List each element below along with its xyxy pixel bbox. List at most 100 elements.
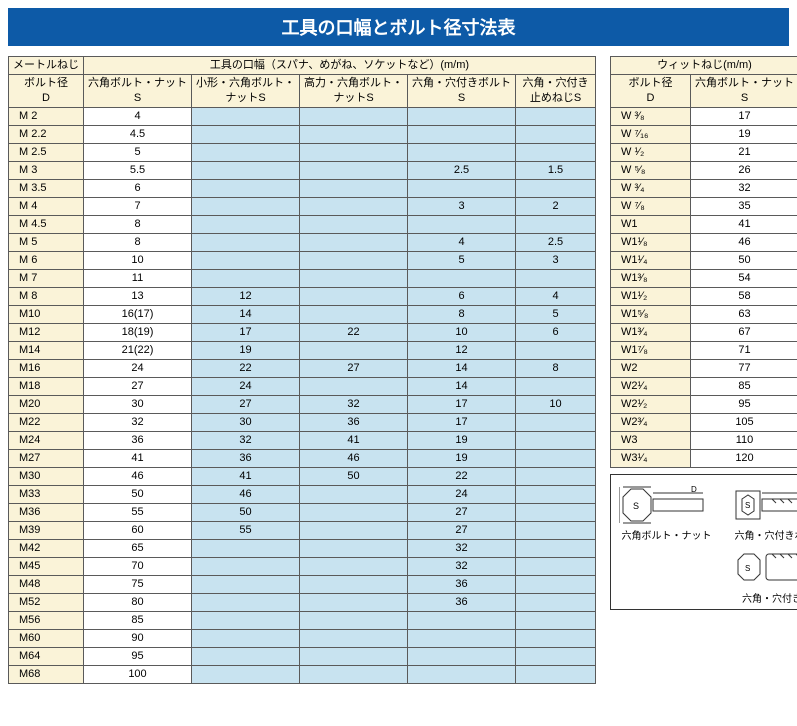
table-cell: 10 — [408, 324, 516, 342]
whitworth-header: ウィットねじ(m/m) — [611, 57, 797, 75]
table-cell: 22 — [300, 324, 408, 342]
table-cell: 14 — [192, 306, 300, 324]
table-cell: 58 — [691, 288, 797, 306]
table-cell — [192, 252, 300, 270]
table-cell — [516, 342, 596, 360]
table-cell: 2.5 — [516, 234, 596, 252]
table-cell: 2.5 — [408, 162, 516, 180]
table-cell — [408, 216, 516, 234]
table-cell: 4 — [408, 234, 516, 252]
hex-bolt-diagram: S D 六角ボルト・ナット — [619, 485, 714, 542]
table-cell: M27 — [9, 450, 84, 468]
table-cell — [192, 108, 300, 126]
table-cell: M 2.5 — [9, 144, 84, 162]
svg-text:S: S — [745, 564, 750, 573]
main-table: メートルねじ 工具の口幅（スパナ、めがね、ソケットなど）(m/m) ボルト径D六… — [8, 56, 596, 684]
diagram-box: S D 六角ボルト・ナット S D 六角・穴付きボルト — [610, 474, 797, 610]
table-cell: W1¹⁄₈ — [611, 234, 691, 252]
table-cell: 4 — [84, 108, 192, 126]
table-cell — [408, 144, 516, 162]
table-cell: 32 — [192, 432, 300, 450]
table-cell: M45 — [9, 558, 84, 576]
table-cell — [516, 630, 596, 648]
table-cell — [516, 648, 596, 666]
table-cell: 50 — [84, 486, 192, 504]
whitworth-table: ウィットねじ(m/m) ボルト径D六角ボルト・ナットS W ³⁄₈17W ⁷⁄₁… — [610, 56, 797, 468]
table-cell — [408, 648, 516, 666]
table-cell — [300, 630, 408, 648]
table-cell: M42 — [9, 540, 84, 558]
table-cell: 4 — [516, 288, 596, 306]
table-cell: M12 — [9, 324, 84, 342]
table-cell: 24 — [192, 378, 300, 396]
table-cell: W1 — [611, 216, 691, 234]
table-cell: M 6 — [9, 252, 84, 270]
diagram-label: 六角・穴付き止めねじ — [742, 594, 797, 605]
diagram-label: 六角ボルト・ナット — [622, 531, 712, 542]
table-cell — [408, 612, 516, 630]
table-cell: 19 — [192, 342, 300, 360]
table-cell: 100 — [84, 666, 192, 684]
table-cell: 85 — [84, 612, 192, 630]
table-cell: 19 — [408, 432, 516, 450]
table-cell: W2 — [611, 360, 691, 378]
table-cell — [516, 108, 596, 126]
table-cell — [300, 270, 408, 288]
table-cell — [516, 540, 596, 558]
table-cell — [192, 126, 300, 144]
table-cell: 46 — [192, 486, 300, 504]
table-cell — [408, 126, 516, 144]
table-cell — [300, 342, 408, 360]
table-cell: 95 — [84, 648, 192, 666]
table-cell — [408, 108, 516, 126]
table-cell: 46 — [84, 468, 192, 486]
table-cell: 8 — [408, 306, 516, 324]
table-cell — [192, 612, 300, 630]
column-header: 六角ボルト・ナットS — [691, 75, 797, 108]
table-cell: W ³⁄₈ — [611, 108, 691, 126]
table-cell: W3 — [611, 432, 691, 450]
tool-width-header: 工具の口幅（スパナ、めがね、ソケットなど）(m/m) — [84, 57, 596, 75]
table-cell — [516, 126, 596, 144]
table-cell: 41 — [84, 450, 192, 468]
table-cell: 24 — [84, 360, 192, 378]
table-cell — [192, 270, 300, 288]
table-cell — [300, 288, 408, 306]
table-cell: 75 — [84, 576, 192, 594]
table-cell: 18(19) — [84, 324, 192, 342]
table-cell — [300, 522, 408, 540]
table-cell: W ³⁄₄ — [611, 180, 691, 198]
table-cell: 3 — [408, 198, 516, 216]
table-cell: W2³⁄₄ — [611, 414, 691, 432]
table-cell — [516, 504, 596, 522]
table-cell: 36 — [408, 594, 516, 612]
table-cell: W1¹⁄₂ — [611, 288, 691, 306]
table-cell — [300, 648, 408, 666]
table-cell: 6 — [408, 288, 516, 306]
table-cell: M18 — [9, 378, 84, 396]
svg-text:S: S — [745, 501, 750, 510]
table-cell: M 8 — [9, 288, 84, 306]
table-cell: 1.5 — [516, 162, 596, 180]
table-cell: 85 — [691, 378, 797, 396]
table-cell: 27 — [300, 360, 408, 378]
table-cell — [516, 432, 596, 450]
table-cell: 120 — [691, 450, 797, 468]
table-cell: W ⁷⁄₁₆ — [611, 126, 691, 144]
table-cell: 12 — [192, 288, 300, 306]
table-cell — [192, 666, 300, 684]
table-cell: 5.5 — [84, 162, 192, 180]
table-cell — [300, 612, 408, 630]
table-cell: 26 — [691, 162, 797, 180]
column-header: 六角・穴付きボルトS — [408, 75, 516, 108]
table-cell — [516, 522, 596, 540]
table-cell: 13 — [84, 288, 192, 306]
table-cell — [300, 378, 408, 396]
table-cell: M24 — [9, 432, 84, 450]
table-cell: W1⁵⁄₈ — [611, 306, 691, 324]
table-cell — [300, 306, 408, 324]
table-cell — [300, 162, 408, 180]
table-cell: 55 — [84, 504, 192, 522]
table-cell: 14 — [408, 360, 516, 378]
table-cell: 71 — [691, 342, 797, 360]
